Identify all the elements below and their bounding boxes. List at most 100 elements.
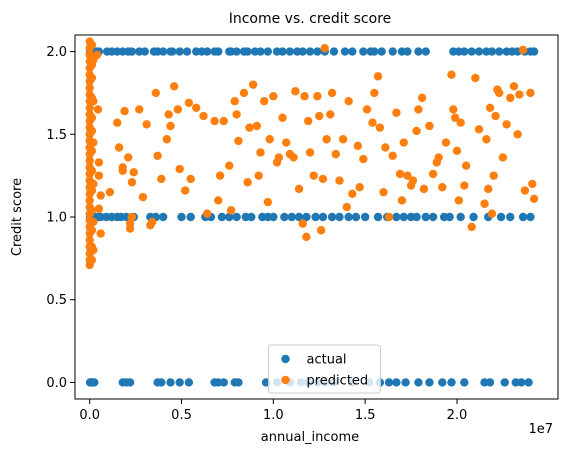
point-predicted-179 xyxy=(471,73,480,83)
point-predicted-175 xyxy=(456,118,465,127)
point-predicted-58 xyxy=(94,204,104,213)
point-actual-113 xyxy=(412,212,421,222)
point-actual-93 xyxy=(247,212,256,222)
point-predicted-191 xyxy=(502,120,511,129)
point-predicted-180 xyxy=(474,125,484,134)
point-predicted-52 xyxy=(89,217,98,227)
point-actual-21 xyxy=(182,47,192,56)
series-predicted xyxy=(85,37,539,270)
point-predicted-187 xyxy=(491,111,500,121)
point-predicted-102 xyxy=(239,88,249,98)
point-predicted-112 xyxy=(269,92,278,101)
point-predicted-182 xyxy=(482,135,491,144)
point-predicted-116 xyxy=(282,138,291,147)
point-actual-111 xyxy=(399,212,408,222)
point-actual-14 xyxy=(140,47,149,56)
point-predicted-62 xyxy=(113,118,122,127)
point-predicted-176 xyxy=(460,181,469,190)
point-predicted-84 xyxy=(169,82,179,91)
point-predicted-126 xyxy=(309,171,318,180)
point-predicted-174 xyxy=(454,196,464,205)
point-actual-26 xyxy=(214,47,223,56)
legend-label-actual: actual xyxy=(307,353,347,368)
point-predicted-10 xyxy=(85,103,94,113)
point-predicted-30 xyxy=(85,235,94,245)
point-predicted-95 xyxy=(215,171,225,180)
point-actual-62 xyxy=(495,47,504,56)
point-actual-157 xyxy=(414,378,423,387)
point-predicted-190 xyxy=(498,153,508,162)
point-actual-159 xyxy=(438,378,447,387)
point-predicted-154 xyxy=(395,169,405,179)
point-predicted-115 xyxy=(278,113,287,122)
legend-marker-actual xyxy=(281,354,290,364)
point-actual-123 xyxy=(518,212,528,222)
point-predicted-110 xyxy=(263,197,273,207)
point-predicted-106 xyxy=(252,121,262,131)
point-predicted-136 xyxy=(335,176,344,185)
point-actual-137 xyxy=(184,378,194,387)
point-actual-161 xyxy=(460,378,469,387)
point-actual-44 xyxy=(340,47,350,56)
point-actual-160 xyxy=(447,378,456,387)
point-actual-102 xyxy=(318,212,328,222)
point-predicted-7 xyxy=(85,83,94,93)
point-predicted-44 xyxy=(87,206,97,215)
point-predicted-53 xyxy=(89,245,98,255)
point-predicted-41 xyxy=(87,146,97,156)
point-actual-54 xyxy=(421,47,430,56)
point-predicted-98 xyxy=(226,206,236,215)
point-actual-59 xyxy=(474,47,484,56)
point-actual-57 xyxy=(460,47,469,56)
point-actual-46 xyxy=(359,47,368,56)
point-predicted-152 xyxy=(388,151,397,160)
point-predicted-83 xyxy=(166,121,175,131)
point-predicted-172 xyxy=(450,113,460,122)
point-actual-86 xyxy=(186,212,195,222)
point-actual-29 xyxy=(232,47,241,56)
point-actual-20 xyxy=(175,47,184,56)
point-predicted-73 xyxy=(135,105,144,114)
point-predicted-100 xyxy=(232,110,241,119)
legend-label-predicted: predicted xyxy=(307,374,369,389)
point-predicted-60 xyxy=(96,229,105,238)
point-predicted-111 xyxy=(265,135,274,144)
point-predicted-61 xyxy=(105,187,115,197)
point-predicted-139 xyxy=(344,96,353,106)
point-predicted-149 xyxy=(379,187,388,197)
point-predicted-165 xyxy=(428,169,438,179)
point-predicted-88 xyxy=(184,98,194,108)
point-predicted-103 xyxy=(243,178,252,187)
point-actual-96 xyxy=(269,212,278,222)
point-predicted-99 xyxy=(230,96,239,106)
point-predicted-173 xyxy=(452,146,462,156)
point-predicted-71 xyxy=(127,178,137,187)
x-tick-label: 0.5 xyxy=(171,408,192,423)
point-predicted-66 xyxy=(120,106,129,116)
point-predicted-150 xyxy=(381,143,390,152)
point-actual-84 xyxy=(158,212,168,222)
y-tick-label: 2.0 xyxy=(46,45,67,60)
point-predicted-85 xyxy=(173,105,183,114)
point-predicted-56 xyxy=(94,158,104,167)
point-actual-91 xyxy=(232,212,241,222)
point-predicted-75 xyxy=(142,120,151,129)
point-actual-110 xyxy=(392,212,401,222)
point-actual-53 xyxy=(414,47,423,56)
point-predicted-101 xyxy=(234,136,243,146)
point-actual-119 xyxy=(469,212,478,222)
point-predicted-181 xyxy=(480,199,489,208)
point-actual-36 xyxy=(278,47,287,56)
point-predicted-145 xyxy=(368,118,377,127)
point-predicted-199 xyxy=(528,179,537,189)
point-actual-136 xyxy=(175,378,184,387)
point-actual-48 xyxy=(370,47,379,56)
point-predicted-170 xyxy=(447,70,456,79)
y-tick-label: 1.5 xyxy=(46,128,67,143)
point-actual-135 xyxy=(166,378,175,387)
legend-box xyxy=(268,344,381,394)
point-predicted-77 xyxy=(147,217,157,227)
point-actual-108 xyxy=(373,212,383,222)
point-predicted-194 xyxy=(513,130,522,139)
point-predicted-135 xyxy=(331,149,340,159)
